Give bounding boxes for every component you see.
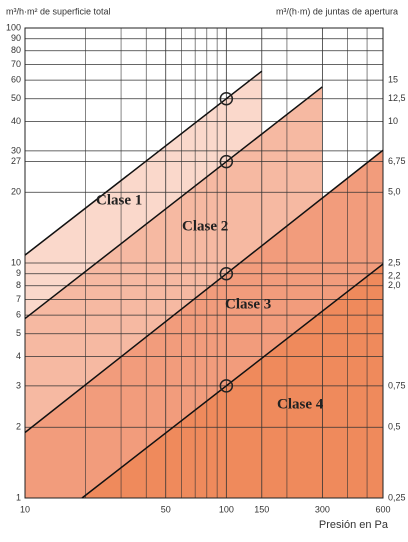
y2-axis-label: m³/(h·m) de juntas de apertura [276,6,398,16]
y2-tick-label: 15 [388,75,398,85]
class-label: Clase 3 [225,296,271,312]
y2-tick-label: 5,0 [388,187,401,197]
y-tick-label: 9 [16,268,21,278]
x-tick-label: 150 [254,504,269,514]
class-line [24,149,384,434]
class-label: Clase 4 [277,396,324,412]
x-tick-label: 100 [219,504,234,514]
reference-point [219,379,234,393]
class-line [24,86,323,320]
y-tick-label: 8 [16,280,21,290]
y-tick-label: 3 [16,380,21,390]
y-tick-label: 100 [6,22,21,32]
x-tick-label: 300 [315,504,330,514]
y-tick-label: 80 [11,45,21,55]
y2-tick-label: 0,5 [388,422,401,432]
x-axis-label: Presión en Pa [319,519,389,531]
reference-point [219,91,234,106]
y2-tick-label: 2,5 [388,257,401,267]
y-tick-label: 70 [11,59,21,69]
y2-tick-label: 2,0 [388,280,401,290]
y-tick-label: 10 [11,257,21,267]
x-tick-label: 600 [375,504,390,514]
y-tick-label: 60 [11,75,21,85]
class-label: Clase 2 [182,218,228,234]
plot-frame [24,27,384,499]
y-tick-label: 20 [11,187,21,197]
y2-tick-label: 6,75 [388,156,406,166]
y-tick-label: 5 [16,328,21,338]
y-tick-label: 4 [16,351,21,361]
y-tick-label: 27 [11,156,21,166]
y-tick-label: 6 [16,310,21,320]
y-tick-label: 40 [11,116,21,126]
y2-tick-label: 12,5 [388,93,406,103]
y2-tick-label: 10 [388,116,398,126]
y-tick-label: 7 [16,294,21,304]
class-line [24,70,263,256]
reference-point [219,267,234,281]
class-line [81,263,384,499]
y-tick-label: 1 [16,492,21,502]
y-tick-label: 50 [11,93,21,103]
x-tick-label: 10 [20,504,30,514]
y-axis-label: m³/h·m² de superficie total [6,6,111,16]
y-tick-label: 90 [11,33,21,43]
y-tick-label: 30 [11,145,21,155]
y2-tick-label: 2,2 [388,270,401,280]
y-tick-label: 2 [16,422,21,432]
x-tick-label: 50 [161,504,171,514]
y2-tick-label: 0,75 [388,380,406,390]
reference-point [219,154,234,169]
y2-tick-label: 0,25 [388,492,406,502]
class-label: Clase 1 [96,192,142,208]
